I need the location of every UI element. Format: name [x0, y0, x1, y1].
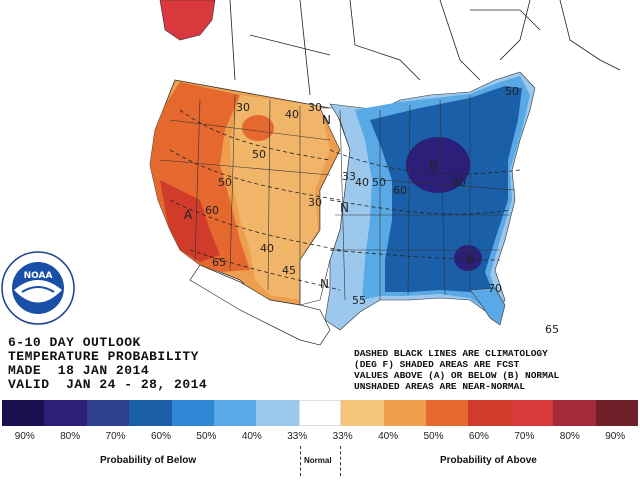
clim-label: 40: [285, 108, 299, 121]
florida: [469, 287, 506, 326]
note-line-1: DASHED BLACK LINES ARE CLIMATOLOGY: [354, 348, 548, 359]
pct-label: 50%: [196, 431, 217, 442]
probability-labels: 90% 80% 70% 60% 50% 40% 33% 33% 40% 50% …: [2, 431, 638, 445]
pct-label: 90%: [605, 431, 626, 442]
clim-label: 50: [505, 85, 519, 98]
clim-label: 70: [488, 282, 502, 295]
normal-divider-left: [300, 446, 302, 476]
pct-label: 80%: [559, 431, 580, 442]
below-label-2: B: [466, 252, 474, 266]
clim-label: 30: [308, 101, 322, 114]
clim-label: 40: [355, 176, 369, 189]
legend-swatch: [171, 400, 215, 426]
pct-label: 80%: [60, 431, 81, 442]
legend-swatch: [129, 400, 172, 426]
pct-label: 40%: [378, 431, 399, 442]
pct-label: 70%: [514, 431, 535, 442]
above-label: A: [184, 208, 193, 222]
noaa-logo: NOAA: [1, 251, 75, 325]
legend-swatch: [426, 400, 469, 426]
state-borders: [159, 94, 516, 301]
clim-label: 45: [282, 264, 296, 277]
noaa-logo-text: NOAA: [24, 271, 53, 281]
normal-caption: Normal: [304, 456, 332, 465]
clim-label: 33: [342, 170, 356, 183]
outlook-line-4: VALID JAN 24 - 28, 2014: [8, 377, 208, 392]
legend-swatch: [298, 400, 342, 426]
clim-label: 40: [260, 242, 274, 255]
outlook-line-3: MADE 18 JAN 2014: [8, 363, 150, 378]
clim-label: 50: [218, 176, 232, 189]
clim-label: 55: [352, 294, 366, 307]
outlook-title-block: 6-10 DAY OUTLOOK TEMPERATURE PROBABILITY…: [8, 336, 268, 392]
legend-swatch: [510, 400, 554, 426]
normal-label-1: N: [322, 113, 331, 127]
legend-swatch: [468, 400, 511, 426]
normal-divider-right: [340, 446, 342, 476]
clim-label: 65: [545, 323, 559, 336]
clim-label: 50: [372, 176, 386, 189]
pct-label: 40%: [241, 431, 262, 442]
clim-label: 60: [205, 204, 219, 217]
pct-label: 60%: [150, 431, 171, 442]
southeast-below-core: [454, 245, 482, 271]
alaska-above-region: [159, 0, 216, 41]
pct-label: 90%: [14, 431, 35, 442]
legend-swatch: [341, 400, 384, 426]
below-label-1: B: [429, 159, 437, 173]
normal-label-2: N: [340, 201, 349, 215]
mexico-outline: [189, 264, 331, 346]
legend-notes: DASHED BLACK LINES ARE CLIMATOLOGY (DEG …: [354, 348, 636, 392]
clim-label: 60: [393, 184, 407, 197]
pct-label: 70%: [105, 431, 126, 442]
legend-swatch: [553, 400, 596, 426]
great-lakes-below-core: [406, 137, 470, 193]
note-line-4: UNSHADED AREAS ARE NEAR-NORMAL: [354, 381, 526, 392]
note-line-2: (DEG F) SHADED AREAS ARE FCST: [354, 359, 520, 370]
pct-label: 33%: [287, 431, 308, 442]
normal-label-3: N: [320, 277, 329, 291]
legend-swatch: [383, 400, 427, 426]
outlook-line-1: 6-10 DAY OUTLOOK: [8, 335, 141, 350]
below-caption: Probability of Below: [100, 455, 197, 466]
outlook-line-2: TEMPERATURE PROBABILITY: [8, 349, 199, 364]
temperature-outlook-map: A B B N N N 40 50 50 60 30 40 45 65 33 4…: [1, 0, 621, 346]
legend-swatch: [86, 400, 130, 426]
montana-above-core: [242, 115, 274, 141]
legend-swatch: [256, 400, 299, 426]
legend-swatch: [214, 400, 257, 426]
canada-borders: [229, 0, 621, 96]
pct-label: 33%: [332, 431, 353, 442]
legend-swatch: [595, 400, 639, 426]
clim-label: 65: [212, 256, 226, 269]
pct-label: 60%: [468, 431, 489, 442]
legend-swatch: [44, 400, 87, 426]
above-caption: Probability of Above: [440, 455, 537, 466]
legend-swatch: [2, 400, 45, 426]
clim-label: 30: [308, 196, 322, 209]
rockies-light-orange: [230, 95, 330, 300]
clim-label: 30: [236, 101, 250, 114]
clim-label: 60: [452, 176, 466, 189]
pct-label: 50%: [423, 431, 444, 442]
clim-label: 50: [252, 148, 266, 161]
note-line-3: VALUES ABOVE (A) OR BELOW (B) NORMAL: [354, 370, 560, 381]
climatology-contours: [169, 109, 521, 291]
probability-color-bar: [2, 400, 639, 426]
california-above-core: [160, 180, 220, 262]
